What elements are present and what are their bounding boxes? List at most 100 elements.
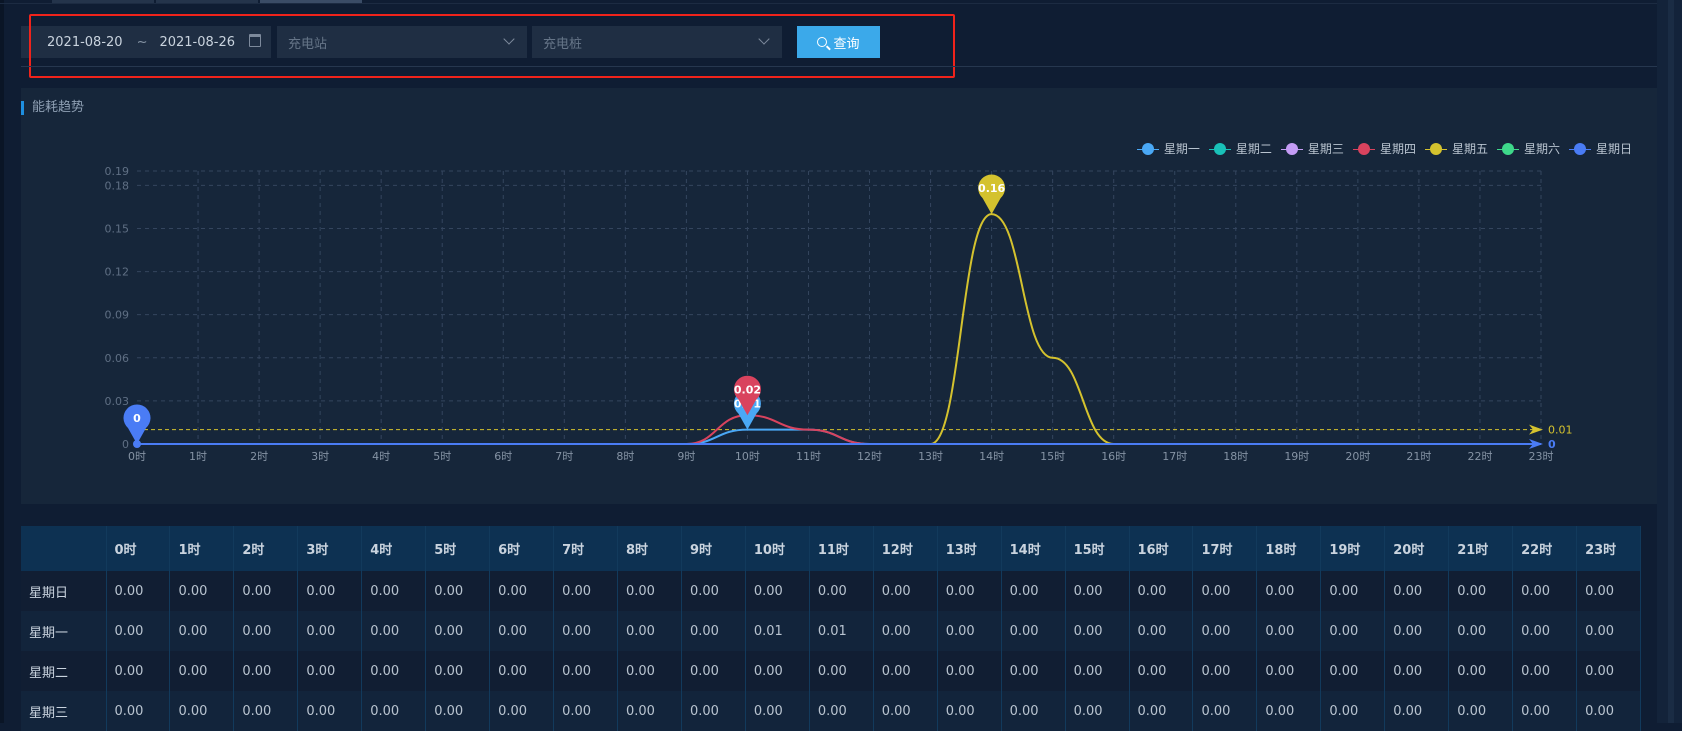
scrollbar[interactable] bbox=[1657, 0, 1682, 723]
x-tick-label: 12时 bbox=[857, 450, 882, 463]
table-cell: 0.00 bbox=[1001, 571, 1066, 611]
date-range-picker[interactable]: 2021-08-20 ~ 2021-08-26 bbox=[21, 26, 271, 58]
tab-bar bbox=[52, 0, 362, 3]
chart-panel bbox=[21, 88, 1657, 504]
legend-marker-icon bbox=[1352, 142, 1375, 155]
panel-title: 能耗趋势 bbox=[21, 101, 84, 115]
column-header: 20时 bbox=[1384, 526, 1450, 571]
table-cell: 0.00 bbox=[617, 571, 682, 611]
pile-select[interactable]: 充电桩 bbox=[532, 26, 782, 58]
table-cell: 0.00 bbox=[1065, 611, 1130, 651]
x-tick-label: 2时 bbox=[250, 450, 268, 463]
search-icon bbox=[817, 37, 828, 47]
x-tick-label: 8时 bbox=[616, 450, 634, 463]
column-header: 11时 bbox=[809, 526, 874, 571]
table-row: 星期日 0.00 0.00 0.00 0.00 0.00 0.00 0.00 0.00 0.00 0… bbox=[21, 571, 1641, 611]
station-select[interactable]: 充电站 bbox=[277, 26, 527, 58]
table-cell: 0.00 bbox=[1512, 571, 1578, 611]
table-cell: 0.00 bbox=[681, 611, 746, 651]
table-cell: 0.00 bbox=[233, 611, 299, 651]
pin-shape bbox=[123, 404, 151, 444]
pin-shape bbox=[978, 174, 1006, 215]
table-cell: 0.00 bbox=[297, 571, 363, 611]
table-cell: 0.00 bbox=[873, 571, 938, 611]
table-row: 星期二 0.00 0.00 0.00 0.00 0.00 0.00 0.00 0.00 0.00 0… bbox=[21, 651, 1641, 691]
legend-label: 星期三 bbox=[1307, 142, 1344, 156]
table-cell: 0.00 bbox=[106, 571, 171, 611]
header-corner bbox=[21, 526, 107, 571]
series-line-5 bbox=[137, 213, 1541, 445]
max-value-pin: 0.02 bbox=[734, 375, 761, 416]
legend-marker-icon bbox=[1280, 142, 1303, 155]
y-tick-label: 0.09 bbox=[105, 309, 130, 322]
tab[interactable] bbox=[52, 0, 154, 3]
x-tick-label: 13时 bbox=[918, 450, 943, 463]
legend-item[interactable]: 星期三 bbox=[1280, 140, 1344, 157]
y-tick-label: 0 bbox=[122, 438, 129, 451]
table-cell: 0.00 bbox=[1256, 691, 1322, 731]
tab[interactable] bbox=[156, 0, 258, 3]
x-tick-label: 5时 bbox=[433, 450, 451, 463]
row-label: 星期一 bbox=[21, 611, 107, 651]
table-cell: 0.00 bbox=[489, 611, 555, 651]
table-cell: 0.00 bbox=[809, 651, 874, 691]
table-cell: 0.00 bbox=[873, 691, 938, 731]
table-cell: 0.00 bbox=[361, 691, 427, 731]
max-value-pin: 0 bbox=[123, 404, 151, 444]
pin-label: 0.02 bbox=[734, 383, 761, 396]
x-tick-label: 16时 bbox=[1101, 450, 1126, 463]
table-cell: 0.00 bbox=[1129, 691, 1194, 731]
column-header: 9时 bbox=[681, 526, 746, 571]
query-button[interactable]: 查询 bbox=[797, 26, 880, 58]
table-cell: 0.00 bbox=[937, 691, 1002, 731]
top-divider bbox=[0, 3, 1682, 4]
table-cell: 0.00 bbox=[873, 611, 938, 651]
table-cell: 0.00 bbox=[1129, 571, 1194, 611]
table-cell: 0.00 bbox=[1448, 571, 1514, 611]
pile-placeholder: 充电桩 bbox=[543, 36, 583, 52]
legend-item[interactable]: 星期四 bbox=[1352, 140, 1416, 157]
table-cell: 0.00 bbox=[233, 651, 299, 691]
legend-label: 星期日 bbox=[1595, 142, 1632, 156]
column-header: 1时 bbox=[169, 526, 235, 571]
mark-line-label: 0 bbox=[1548, 438, 1556, 451]
energy-table: 0时 1时 2时 3时 4时 5时 6时 7时 8时 9时 10时 11时 12时 13时 14时 15时 16… bbox=[21, 526, 1641, 731]
legend-item[interactable]: 星期二 bbox=[1208, 140, 1272, 157]
x-tick-label: 18时 bbox=[1223, 450, 1248, 463]
tab-active[interactable] bbox=[260, 0, 362, 3]
x-tick-label: 11时 bbox=[796, 450, 821, 463]
legend-item[interactable]: 星期一 bbox=[1136, 140, 1200, 157]
pin-label: 0 bbox=[133, 412, 141, 425]
x-tick-label: 1时 bbox=[189, 450, 207, 463]
table-cell: 0.00 bbox=[1384, 691, 1450, 731]
x-tick-label: 17时 bbox=[1162, 450, 1187, 463]
column-header: 3时 bbox=[297, 526, 363, 571]
legend-item[interactable]: 星期五 bbox=[1424, 140, 1488, 157]
table-cell: 0.00 bbox=[1065, 571, 1130, 611]
table-cell: 0.00 bbox=[1512, 691, 1578, 731]
legend-item[interactable]: 星期日 bbox=[1568, 140, 1632, 157]
table-cell: 0.00 bbox=[1512, 651, 1578, 691]
scrollbar-thumb[interactable] bbox=[1668, 0, 1674, 723]
y-tick-label: 0.03 bbox=[105, 395, 130, 408]
legend-marker-icon bbox=[1208, 142, 1231, 155]
legend-marker-icon bbox=[1424, 142, 1447, 155]
x-tick-label: 4时 bbox=[372, 450, 390, 463]
table-cell: 0.00 bbox=[1384, 651, 1450, 691]
table-cell: 0.00 bbox=[297, 611, 363, 651]
start-date[interactable]: 2021-08-20 bbox=[47, 34, 123, 50]
x-tick-label: 6时 bbox=[494, 450, 512, 463]
end-date[interactable]: 2021-08-26 bbox=[159, 34, 236, 50]
calendar-icon[interactable] bbox=[249, 34, 261, 47]
legend-item[interactable]: 星期六 bbox=[1496, 140, 1560, 157]
table-cell: 0.00 bbox=[1384, 611, 1450, 651]
x-tick-label: 0时 bbox=[128, 450, 146, 463]
table-cell: 0.00 bbox=[361, 651, 427, 691]
table-cell: 0.00 bbox=[361, 571, 427, 611]
mark-line-label: 0.01 bbox=[1548, 424, 1573, 437]
column-header: 23时 bbox=[1576, 526, 1641, 571]
table-cell: 0.00 bbox=[361, 611, 427, 651]
table-cell: 0.00 bbox=[809, 691, 874, 731]
table-cell: 0.01 bbox=[745, 611, 810, 651]
